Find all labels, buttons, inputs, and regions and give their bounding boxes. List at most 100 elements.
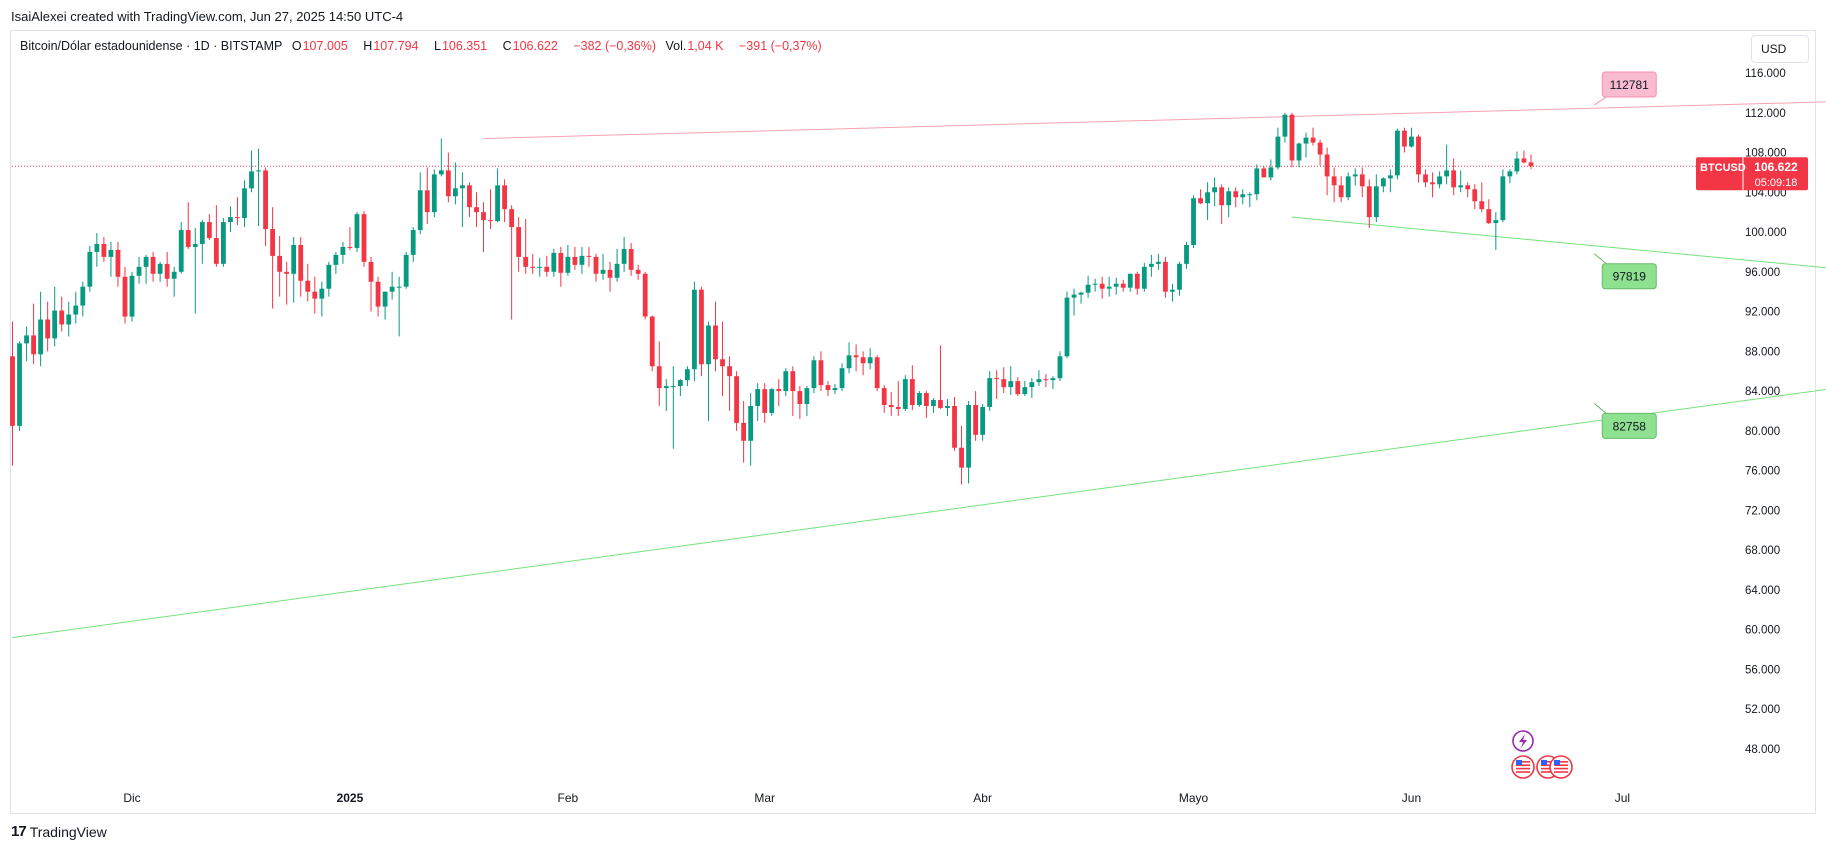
candle-body xyxy=(347,246,353,248)
us-flag-stripe xyxy=(1554,771,1568,773)
candle-body xyxy=(460,185,465,189)
candle-body xyxy=(1423,174,1428,183)
candle-body xyxy=(692,289,697,370)
candle-body xyxy=(38,319,44,355)
candle-body xyxy=(895,406,901,409)
candle-body xyxy=(73,305,79,315)
candle-body xyxy=(298,244,304,281)
candle-body xyxy=(713,325,718,360)
candle-body xyxy=(206,222,212,239)
us-flag-event-icon xyxy=(1549,755,1573,779)
candle-body xyxy=(354,214,360,248)
trendline-lower-support xyxy=(12,388,1826,639)
candle-body xyxy=(994,378,1000,380)
candle-body xyxy=(811,360,817,389)
candle-body xyxy=(1184,244,1189,264)
currency-button[interactable]: USD xyxy=(1751,35,1809,63)
candle-body xyxy=(1099,283,1105,289)
candle-body xyxy=(551,252,557,272)
us-flag-stripe xyxy=(1554,764,1568,766)
candle-body xyxy=(228,217,233,223)
candle-body xyxy=(1359,174,1365,187)
us-flag-stripe xyxy=(1516,771,1530,773)
volume-change-value: −391 (−0,37%) xyxy=(738,39,822,53)
y-tick-label: 56.000 xyxy=(1745,664,1780,676)
candle-body xyxy=(312,291,318,299)
candle-body xyxy=(1191,198,1196,245)
close-value: 106.622 xyxy=(512,39,558,53)
candle-body xyxy=(375,281,381,307)
candle-body xyxy=(143,256,149,267)
candle-body xyxy=(931,400,936,406)
candle-body xyxy=(748,405,754,441)
candle-body xyxy=(199,222,205,244)
candle-body xyxy=(361,214,367,262)
candle-body xyxy=(1155,261,1161,264)
us-flag-canton xyxy=(1541,760,1547,765)
x-tick-label: 2025 xyxy=(337,791,364,805)
candle-body xyxy=(1458,185,1464,188)
volume-value: 1,04 K xyxy=(687,39,724,53)
candle-body xyxy=(326,264,332,289)
candle-body xyxy=(1317,142,1323,155)
candle-body xyxy=(1380,178,1386,187)
x-tick-label: Mar xyxy=(754,791,775,805)
candle-body xyxy=(1402,130,1407,147)
candle-body xyxy=(1416,136,1421,175)
y-tick-label: 92.000 xyxy=(1745,307,1780,319)
candle-body xyxy=(741,422,747,441)
chart-legend: Bitcoin/Dólar estadounidense · 1D · BITS… xyxy=(20,39,828,53)
candle-body xyxy=(790,371,796,392)
candle-body xyxy=(1170,289,1175,292)
candle-body xyxy=(305,280,311,292)
low-label: L xyxy=(433,39,441,53)
candle-body xyxy=(1430,182,1435,185)
candle-body xyxy=(706,325,711,365)
candle-body xyxy=(1219,187,1225,206)
candle-body xyxy=(1500,176,1506,221)
candle-body xyxy=(467,185,472,208)
candle-body xyxy=(1268,167,1274,178)
candle-body xyxy=(916,393,922,405)
trendline-resistance xyxy=(483,101,1826,140)
candle-body xyxy=(1296,143,1302,161)
candle-body xyxy=(572,256,578,265)
candle-body xyxy=(431,174,437,213)
y-tick-label: 76.000 xyxy=(1745,466,1780,478)
candle-body xyxy=(537,266,543,268)
candle-body xyxy=(249,171,254,189)
y-tick-label: 48.000 xyxy=(1745,744,1780,756)
price-label-box xyxy=(1601,71,1657,98)
candle-body xyxy=(649,316,655,367)
candle-body xyxy=(853,355,859,358)
candle-body xyxy=(973,404,979,435)
price-label-box xyxy=(1601,263,1657,290)
us-flag-canton xyxy=(1516,760,1522,765)
candle-body xyxy=(1001,379,1007,388)
candle-body xyxy=(221,222,226,264)
candle-body xyxy=(1352,174,1358,177)
price-label-leader xyxy=(1593,403,1607,414)
candle-body xyxy=(1444,170,1450,177)
volume-label: Vol. xyxy=(665,39,687,53)
candle-body xyxy=(10,356,15,426)
candle-body xyxy=(797,391,803,405)
tradingview-logo[interactable]: 17 TradingView xyxy=(11,823,107,840)
y-tick-label: 108.000 xyxy=(1745,148,1787,160)
candle-body xyxy=(284,271,290,274)
us-flag-stripe xyxy=(1541,761,1555,763)
candle-body xyxy=(1043,379,1049,381)
candle-body xyxy=(734,376,739,423)
price-label-box xyxy=(1601,412,1657,439)
candle-body xyxy=(593,256,599,274)
candle-body xyxy=(762,389,768,413)
candle-body xyxy=(1303,137,1309,144)
candle-body xyxy=(1022,387,1028,395)
candle-body xyxy=(902,379,908,409)
candle-body xyxy=(1008,381,1014,388)
symbol-title[interactable]: Bitcoin/Dólar estadounidense · 1D · BITS… xyxy=(20,39,283,53)
candle-body xyxy=(410,230,416,255)
candle-body xyxy=(340,246,346,255)
candle-body xyxy=(677,380,683,387)
